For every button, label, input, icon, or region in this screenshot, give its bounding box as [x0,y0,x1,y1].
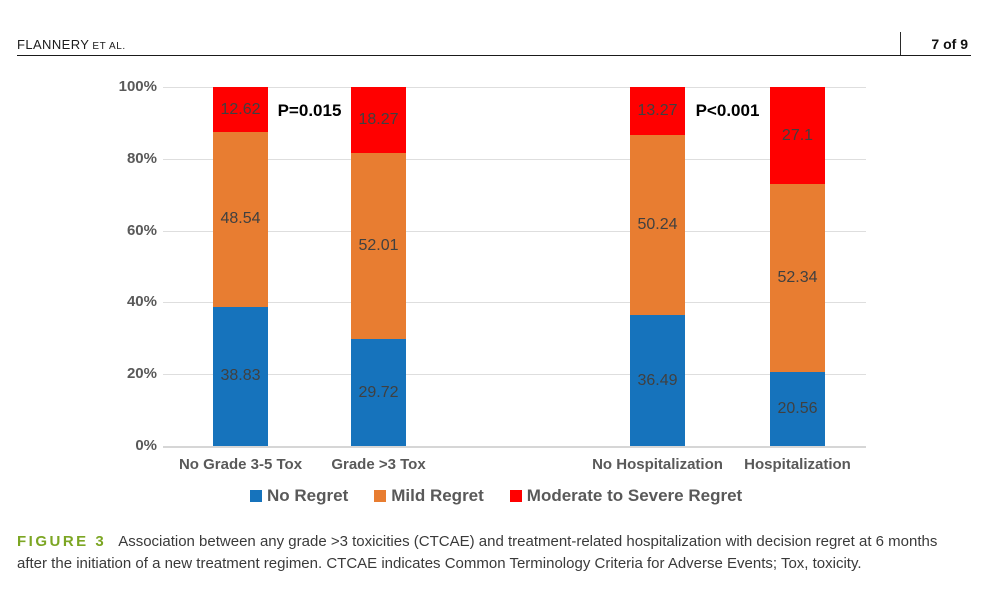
legend-label: Mild Regret [391,486,484,505]
y-gridline [163,158,866,160]
y-axis-tick-label: 40% [126,293,157,311]
p-value-annotation: P=0.015 [277,101,342,120]
y-axis-tick-label: 20% [126,365,157,383]
bar-value-label: 38.83 [220,367,261,385]
bar-value-label: 29.72 [358,383,399,401]
y-gridline [163,230,866,232]
bar-value-label: 52.01 [358,236,399,254]
bar-segment-mild-regret [213,132,268,307]
bar-value-label: 27.1 [781,126,814,144]
legend-swatch-icon [509,490,522,502]
legend-swatch-icon [250,490,262,502]
legend-item: Mild Regret [374,486,484,506]
y-axis-tick-label: 80% [126,149,157,167]
bar-segment-mild-regret [630,134,685,315]
p-value-annotation: P<0.001 [695,101,760,120]
bar-value-label: 12.62 [220,100,261,118]
bar-segment-no-regret [213,306,268,446]
bar-value-label: 18.27 [358,110,399,128]
bar-segment-mild-regret [770,184,825,373]
bar-value-label: 50.24 [637,215,678,233]
y-gridline [163,374,866,376]
x-axis-category-label: Hospitalization [744,456,851,473]
y-axis-tick-label: 100% [118,78,157,95]
legend-label: No Regret [267,486,349,505]
y-axis-tick-label: 0% [135,437,157,454]
running-head: FLANNERY ET AL. [17,37,126,52]
chart-legend: No Regret Mild Regret Moderate to Severe R… [250,486,742,506]
figure-caption: FIGURE 3 Association between any grade >3… [17,531,967,575]
bar-value-label: 20.56 [777,400,818,418]
figure-caption-label: FIGURE 3 [17,533,107,550]
legend-item: No Regret [250,486,348,506]
bar-segment-moderate-to-severe-regret [213,87,268,133]
bar-value-label: 52.34 [777,269,818,287]
x-axis-line [163,446,866,448]
legend-label: Moderate to Severe Regret [526,486,743,505]
y-gridline [163,87,866,88]
bar-segment-mild-regret [351,152,406,340]
x-axis-category-label: No Hospitalization [592,456,723,473]
bar-segment-moderate-to-severe-regret [630,87,685,135]
x-axis-category-label: Grade >3 Tox [331,456,426,473]
bar-value-label: 36.49 [637,371,678,389]
page-number: 7 of 9 [931,36,968,52]
figure-caption-text: Association between any grade >3 toxicit… [17,533,938,572]
y-axis-tick-label: 60% [126,221,157,239]
bar-segment-moderate-to-severe-regret [351,87,406,153]
running-head-etal: ET AL. [92,41,126,52]
bar-value-label: 13.27 [637,101,678,119]
bar-segment-moderate-to-severe-regret [770,87,825,185]
header-divider [900,32,901,56]
running-head-author: FLANNERY [17,37,90,52]
legend-swatch-icon [374,490,387,502]
bar-segment-no-regret [770,372,825,446]
bar-value-label: 48.54 [220,210,261,228]
header-rule [17,55,971,56]
y-gridline [163,302,866,304]
bar-segment-no-regret [351,339,406,446]
x-axis-category-label: No Grade 3-5 Tox [178,456,303,473]
legend-item: Moderate to Severe Regret [509,486,743,506]
bar-segment-no-regret [630,315,685,446]
